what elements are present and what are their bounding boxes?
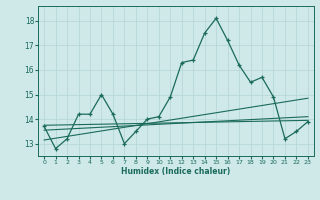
X-axis label: Humidex (Indice chaleur): Humidex (Indice chaleur) xyxy=(121,167,231,176)
